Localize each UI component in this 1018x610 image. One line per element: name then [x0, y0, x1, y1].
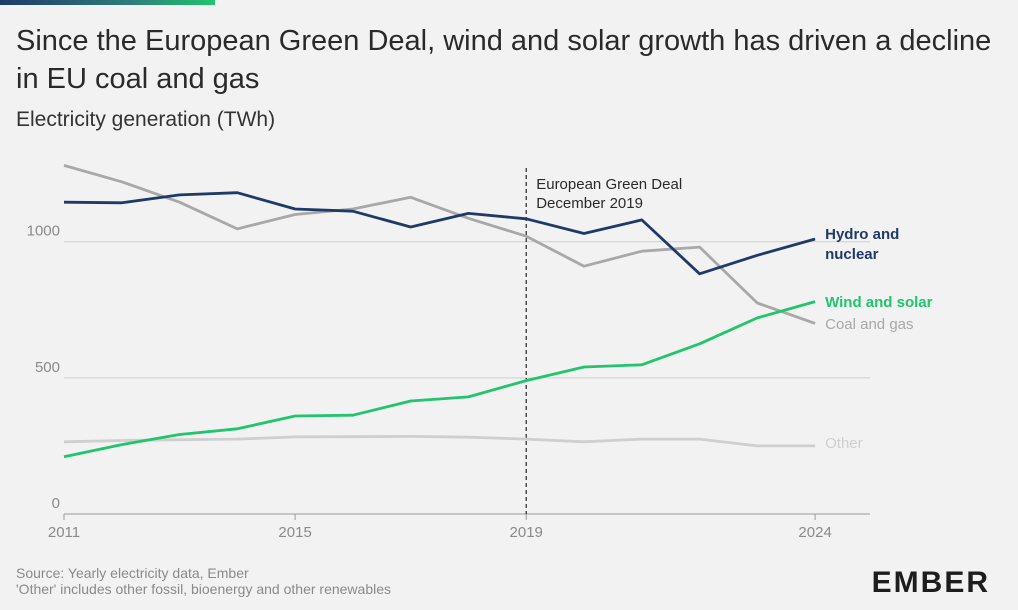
- ember-logo: EMBER: [871, 566, 990, 599]
- series-label-coal-and-gas: Coal and gas: [825, 316, 913, 333]
- chart-subtitle: Electricity generation (TWh): [16, 108, 276, 131]
- grid-lines: [64, 241, 870, 515]
- series-labels: Hydro and nuclear Coal and gas Wind and sol…: [825, 226, 933, 452]
- series-label-wind-and-solar: Wind and solar: [825, 294, 933, 311]
- annotation-label: European Green Deal: [536, 176, 682, 193]
- chart-title: Since the European Green Deal, wind and …: [16, 25, 992, 95]
- green-deal-annotation: European Green Deal December 2019: [525, 168, 682, 514]
- brand-accent-bar: [0, 0, 215, 5]
- x-tick-label: 2019: [510, 524, 543, 541]
- series-line-other: [63, 435, 816, 448]
- source-note: Source: Yearly electricity data, Ember: [16, 565, 249, 581]
- x-tick-label: 2015: [278, 524, 311, 541]
- x-tick-label: 2011: [48, 524, 80, 541]
- y-tick-label: 500: [35, 359, 60, 376]
- y-tick-label: 1000: [27, 223, 60, 240]
- series-line-coal-and-gas: [63, 164, 816, 325]
- series-label-hydro-and-nuclear: Hydro and nuclear: [825, 226, 899, 263]
- chart-footer: Source: Yearly electricity data, Ember '…: [16, 565, 391, 597]
- series-label-other: Other: [825, 435, 863, 452]
- series-line-hydro-and-nuclear: [63, 191, 816, 276]
- y-tick-label: 0: [52, 495, 60, 512]
- x-tick-label: 2024: [798, 524, 831, 541]
- series-lines: [63, 164, 816, 459]
- other-note: 'Other' includes other fossil, bioenergy…: [16, 581, 392, 597]
- annotation-label: December 2019: [536, 195, 643, 212]
- axis-ticks: 0 500 1000 2011 2015 2019 2024: [27, 223, 832, 541]
- series-line-wind-and-solar: [63, 300, 816, 459]
